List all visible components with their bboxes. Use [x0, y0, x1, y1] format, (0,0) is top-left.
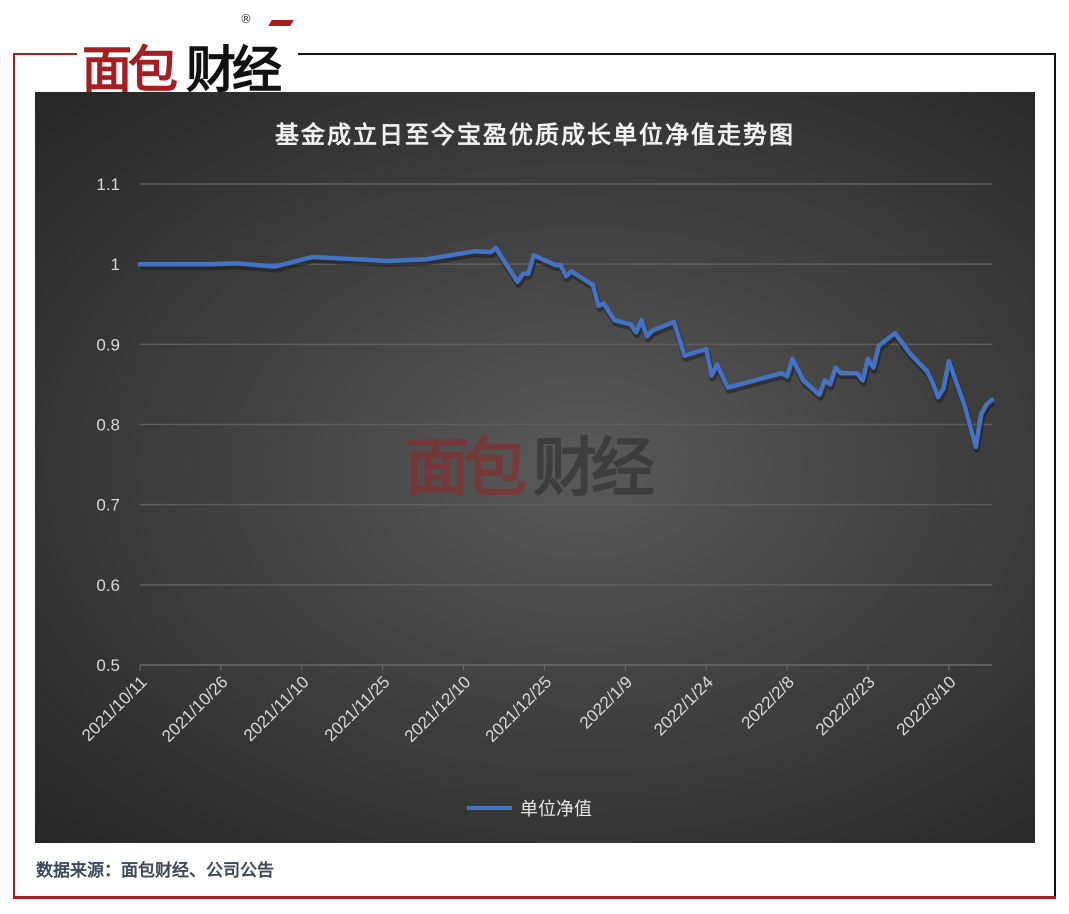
x-tick-label: 2021/12/10 [401, 672, 475, 746]
frame-left-border [13, 53, 15, 899]
logo-text-red: 面包 [82, 41, 178, 99]
chart-panel [35, 92, 1035, 843]
watermark: 面包 财经 [405, 432, 661, 506]
x-tick-label: 2022/2/23 [812, 672, 879, 739]
frame-right-border [1054, 53, 1056, 899]
x-tick-label: 2022/1/24 [650, 672, 717, 739]
y-tick-label: 0.5 [96, 656, 120, 675]
y-tick-label: 1.1 [96, 175, 120, 194]
legend: 单位净值 [467, 799, 592, 820]
y-tick-label: 0.9 [96, 335, 120, 354]
x-tick-label: 2021/10/11 [78, 672, 151, 745]
x-tick-label: 2022/1/9 [576, 672, 636, 732]
x-tick-label: 2022/3/10 [893, 672, 960, 739]
x-tick-label: 2022/2/8 [738, 672, 798, 732]
watermark-text-dark: 财经 [533, 432, 655, 506]
brand-logo: ® 面包 财经 [82, 12, 294, 99]
source-note: 数据来源：面包财经、公司公告 [36, 861, 274, 881]
x-tick-label: 2021/11/10 [240, 672, 313, 745]
frame-bottom-border [13, 896, 1056, 899]
y-tick-label: 0.6 [96, 576, 120, 595]
watermark-text-red: 面包 [405, 432, 526, 506]
legend-label: 单位净值 [520, 799, 592, 820]
y-tick-label: 1 [111, 255, 120, 274]
logo-text-black: 财经 [186, 41, 282, 99]
registered-mark: ® [240, 12, 252, 26]
series-line-shadow [141, 248, 996, 453]
series-line-nav [137, 245, 995, 450]
frame-top-border [298, 53, 1056, 55]
y-tick-label: 0.8 [96, 416, 120, 435]
x-tick-label: 2021/12/25 [482, 672, 556, 746]
y-tick-label: 0.7 [96, 496, 120, 515]
chart-title: 基金成立日至今宝盈优质成长单位净值走势图 [275, 121, 795, 149]
frame-top-accent [13, 53, 77, 55]
x-tick-label: 2021/11/25 [321, 672, 394, 745]
x-tick-label: 2021/10/26 [158, 672, 232, 746]
